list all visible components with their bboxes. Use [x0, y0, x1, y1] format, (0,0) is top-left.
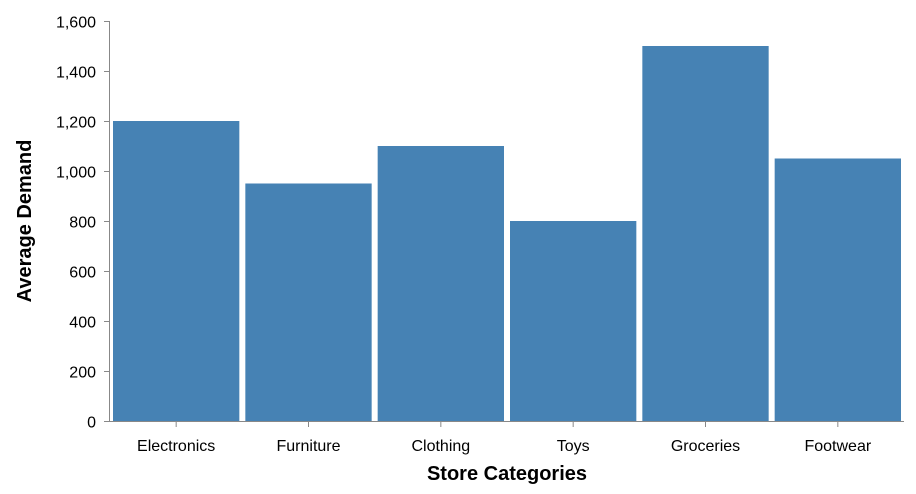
y-tick-label-1400: 1,400 — [56, 65, 96, 82]
y-tick-label-800: 800 — [69, 215, 96, 232]
x-tick-label-furniture: Furniture — [276, 438, 340, 455]
x-tick-label-toys: Toys — [557, 438, 590, 455]
y-tick-label-400: 400 — [69, 315, 96, 332]
x-tick-label-groceries: Groceries — [671, 438, 740, 455]
y-axis: 0 200 400 600 800 1,000 1,200 1,400 1,600 — [56, 15, 110, 432]
x-tick-label-clothing: Clothing — [411, 438, 470, 455]
y-tick-label-1600: 1,600 — [56, 15, 96, 32]
y-tick-label-1000: 1,000 — [56, 165, 96, 182]
bar-furniture — [245, 183, 372, 421]
x-axis-title: Store Categories — [427, 463, 587, 485]
bars-group — [113, 46, 901, 421]
bar-clothing — [377, 146, 504, 421]
y-tick-label-0: 0 — [87, 415, 96, 432]
y-tick-label-200: 200 — [69, 365, 96, 382]
y-tick-label-600: 600 — [69, 265, 96, 282]
x-tick-label-electronics: Electronics — [137, 438, 215, 455]
x-axis: Electronics Furniture Clothing Toys Grocerie… — [110, 421, 904, 455]
y-tick-label-1200: 1,200 — [56, 115, 96, 132]
bar-footwear — [774, 158, 901, 421]
bar-electronics — [113, 121, 240, 421]
bar-toys — [510, 221, 637, 421]
y-axis-title: Average Demand — [14, 140, 36, 303]
bar-groceries — [642, 46, 769, 421]
x-tick-label-footwear: Footwear — [804, 438, 871, 455]
